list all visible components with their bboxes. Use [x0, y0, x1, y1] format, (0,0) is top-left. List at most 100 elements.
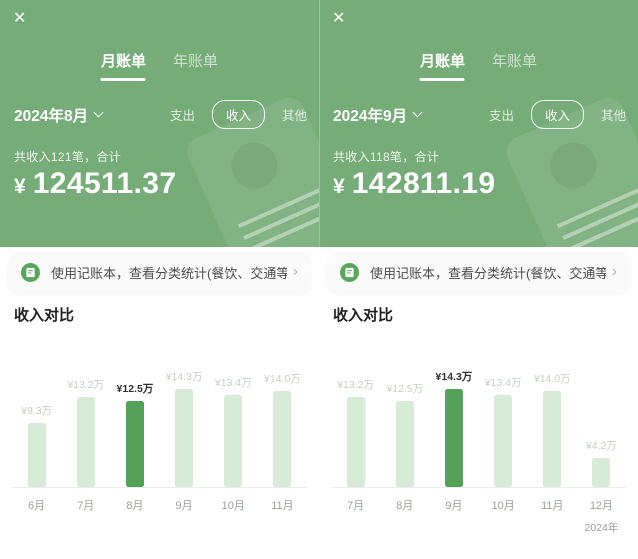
close-icon: ✕ [13, 10, 27, 27]
filter-other[interactable]: 其他 [281, 109, 307, 123]
watermark-coin-circle [223, 135, 285, 196]
total-amount: ¥ 142811.19 [333, 167, 495, 201]
chart-bar[interactable] [592, 458, 611, 487]
banner-text: 使用记账本，查看分类统计(餐饮、交通等) [370, 265, 606, 281]
bar-value-label: ¥14.0万 [264, 373, 301, 385]
axis-note-spacer [429, 520, 478, 535]
filter-other[interactable]: 其他 [600, 109, 626, 123]
chart-bar[interactable] [175, 389, 194, 487]
currency-symbol: ¥ [14, 175, 26, 198]
month-axis-label: 7月 [77, 500, 95, 512]
chevron-right-icon: › [292, 263, 298, 280]
chart-column: ¥13.4万 [209, 375, 258, 487]
close-button[interactable]: ✕ [332, 11, 345, 27]
chart-column: ¥12.5万 [110, 381, 159, 487]
axis-note-spacer [331, 520, 380, 535]
chart-month-labels: 6月 7月 8月 9月 10月 11月 [12, 488, 307, 513]
chevron-down-icon [93, 107, 104, 118]
chart-column: ¥13.4万 [479, 375, 528, 487]
watermark-lines [237, 186, 319, 247]
date-filter-row: 2024年8月 支出 收入 其他 [14, 100, 307, 129]
chart-column: ¥14.0万 [258, 371, 307, 487]
income-bar-chart: ¥9.3万 ¥13.2万 ¥12.5万 ¥14.3万 ¥13.4万 ¥14.0万 6月 7月… [0, 340, 319, 513]
close-icon: ✕ [332, 10, 346, 27]
bar-value-label: ¥14.3万 [435, 371, 473, 383]
month-selector[interactable]: 2024年9月 [333, 104, 423, 126]
bar-value-label: ¥13.4万 [214, 377, 252, 389]
axis-note-row: 2024年 [331, 513, 626, 535]
chart-column: ¥13.2万 [61, 377, 110, 487]
chart-bar-selected[interactable] [125, 401, 144, 487]
chart-plot: ¥9.3万 ¥13.2万 ¥12.5万 ¥14.3万 ¥13.4万 ¥14.0万 [12, 340, 307, 488]
chart-bar[interactable] [224, 395, 243, 487]
chevron-right-icon: › [611, 263, 617, 280]
tab-monthly-bill[interactable]: 月账单 [419, 50, 465, 81]
chart-column: ¥9.3万 [12, 403, 61, 487]
tab-bar: 月账单 年账单 [319, 50, 638, 81]
month-axis-label: 6月 [28, 500, 46, 512]
type-filters: 支出 收入 其他 [170, 100, 307, 129]
section-title-income-comparison: 收入对比 [333, 307, 394, 324]
month-axis-label: 9月 [175, 500, 193, 512]
date-filter-row: 2024年9月 支出 收入 其他 [333, 100, 626, 129]
chart-plot: ¥13.2万 ¥12.5万 ¥14.3万 ¥13.4万 ¥14.0万 ¥4.2万 [331, 340, 626, 488]
filter-expense[interactable]: 支出 [169, 109, 195, 123]
tab-label: 年账单 [173, 53, 219, 70]
chart-bar[interactable] [346, 397, 365, 487]
tab-yearly-bill[interactable]: 年账单 [173, 50, 218, 81]
tab-bar: 月账单 年账单 [0, 50, 319, 81]
chart-bar[interactable] [273, 391, 292, 487]
income-summary: 共收入118笔，合计 [333, 150, 440, 164]
bar-value-label: ¥13.2万 [67, 379, 105, 391]
month-selector[interactable]: 2024年8月 [14, 104, 104, 126]
chevron-down-icon [412, 107, 423, 118]
bar-value-label: ¥14.3万 [165, 371, 203, 383]
month-axis-label: 8月 [396, 500, 414, 512]
chart-bar[interactable] [543, 391, 562, 487]
month-axis-label: 9月 [445, 500, 463, 512]
bar-value-label: ¥14.0万 [533, 373, 571, 385]
month-axis-label: 8月 [126, 500, 144, 512]
watermark-lines [556, 186, 638, 247]
tab-monthly-bill[interactable]: 月账单 [100, 50, 146, 81]
chart-bar-selected[interactable] [444, 389, 463, 487]
filter-income-selected[interactable]: 收入 [211, 100, 265, 129]
month-axis-label: 11月 [271, 500, 294, 512]
tab-label: 年账单 [492, 53, 538, 70]
banner-text: 使用记账本，查看分类统计(餐饮、交通等) [51, 265, 287, 281]
close-button[interactable]: ✕ [13, 11, 26, 27]
watermark-coin-circle [542, 135, 604, 196]
bill-panel-august: ✕ 月账单 年账单 2024年8月 支出 收入 其他 [0, 0, 319, 559]
bar-value-label: ¥4.2万 [585, 440, 617, 452]
month-axis-label: 11月 [541, 500, 564, 512]
filter-income-selected[interactable]: 收入 [530, 100, 584, 129]
chart-bar[interactable] [76, 397, 95, 487]
bar-value-label: ¥13.2万 [337, 379, 374, 391]
tab-yearly-bill[interactable]: 年账单 [492, 50, 537, 81]
axis-note-spacer [380, 520, 429, 535]
filter-expense[interactable]: 支出 [488, 109, 514, 123]
chart-column: ¥14.3万 [160, 369, 209, 487]
chart-bar[interactable] [494, 395, 513, 487]
active-tab-underline [100, 78, 146, 81]
month-axis-label: 12月 [589, 500, 614, 512]
bar-value-label: ¥13.4万 [484, 377, 522, 389]
ledger-book-icon [340, 262, 359, 282]
total-amount: ¥ 124511.37 [14, 167, 176, 201]
ledger-banner[interactable]: 使用记账本，查看分类统计(餐饮、交通等) › [8, 252, 311, 292]
bar-value-label: ¥9.3万 [21, 405, 53, 417]
axis-year-note: 2024年 [584, 522, 619, 534]
ledger-banner[interactable]: 使用记账本，查看分类统计(餐饮、交通等) › [327, 252, 630, 292]
active-tab-underline [419, 78, 465, 81]
chart-bar[interactable] [395, 401, 414, 487]
income-bar-chart: ¥13.2万 ¥12.5万 ¥14.3万 ¥13.4万 ¥14.0万 ¥4.2万 7月 8月… [319, 340, 638, 535]
currency-symbol: ¥ [333, 175, 345, 198]
bar-value-label: ¥12.5万 [386, 383, 424, 395]
chart-column: ¥14.0万 [528, 371, 577, 487]
month-axis-label: 7月 [347, 500, 365, 512]
chart-column: ¥12.5万 [380, 381, 429, 487]
panel-body: 使用记账本，查看分类统计(餐饮、交通等) › 收入对比 ¥9.3万 ¥13.2万 ¥… [0, 247, 319, 559]
bar-value-label: ¥12.5万 [116, 383, 154, 395]
tab-label: 月账单 [419, 53, 465, 70]
chart-bar[interactable] [27, 423, 46, 487]
